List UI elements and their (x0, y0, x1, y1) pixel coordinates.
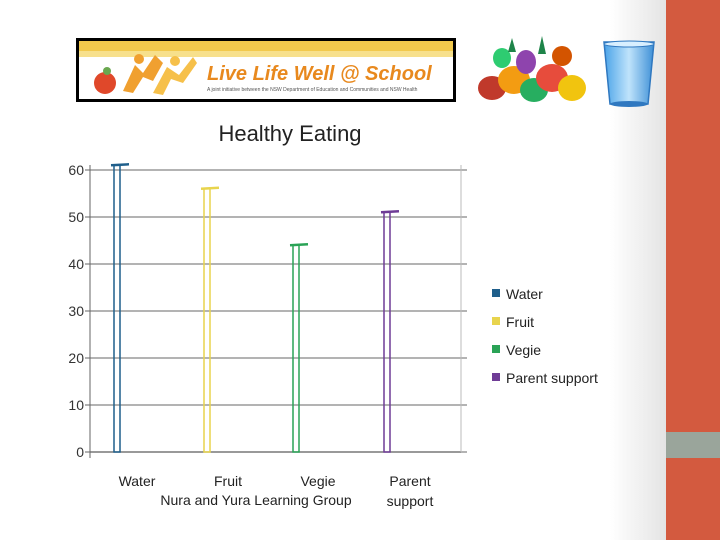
bar (110, 163, 130, 453)
bar (380, 210, 400, 453)
legend-label: Vegie (506, 342, 541, 358)
x-tick-label: Parent support (387, 473, 434, 509)
banner-logo-text: Live Life Well @ School (207, 63, 432, 85)
side-strip-middle (666, 432, 720, 458)
legend-label: Water (506, 286, 543, 302)
y-tick-label: 0 (76, 444, 84, 460)
x-axis-label: Nura and Yura Learning Group (160, 492, 351, 508)
banner-subtitle: A joint initiative between the NSW Depar… (207, 87, 418, 93)
running-figures-icon (94, 54, 197, 95)
school-banner-logo: Live Life Well @ School A joint initiati… (76, 38, 456, 102)
water-glass-icon (603, 40, 655, 107)
y-tick-label: 60 (68, 162, 84, 178)
legend-swatch (492, 345, 500, 353)
banner-stripe-secondary (79, 51, 453, 57)
chart-title: Healthy Eating (218, 121, 361, 146)
legend-label: Fruit (506, 314, 534, 330)
legend-item: Fruit (492, 314, 534, 330)
legend-label: Parent support (506, 370, 598, 386)
y-tick-label: 40 (68, 256, 84, 272)
x-tick-label: Water (119, 473, 156, 489)
bar (289, 242, 309, 453)
banner-stripe (79, 41, 453, 51)
x-tick-label: Fruit (214, 473, 242, 489)
x-tick-label: Vegie (300, 473, 335, 489)
legend-item: Parent support (492, 370, 598, 386)
legend-swatch (492, 317, 500, 325)
side-strip-top (666, 0, 720, 432)
fruit-basket-icon (478, 36, 586, 102)
y-tick-label: 50 (68, 209, 84, 225)
legend-swatch (492, 289, 500, 297)
legend-item: Water (492, 286, 543, 302)
side-strip-bottom (666, 458, 720, 540)
y-tick-label: 20 (68, 350, 84, 366)
legend-swatch (492, 373, 500, 381)
legend-item: Vegie (492, 342, 541, 358)
y-tick-label: 10 (68, 397, 84, 413)
bar (200, 186, 220, 453)
y-tick-label: 30 (68, 303, 84, 319)
